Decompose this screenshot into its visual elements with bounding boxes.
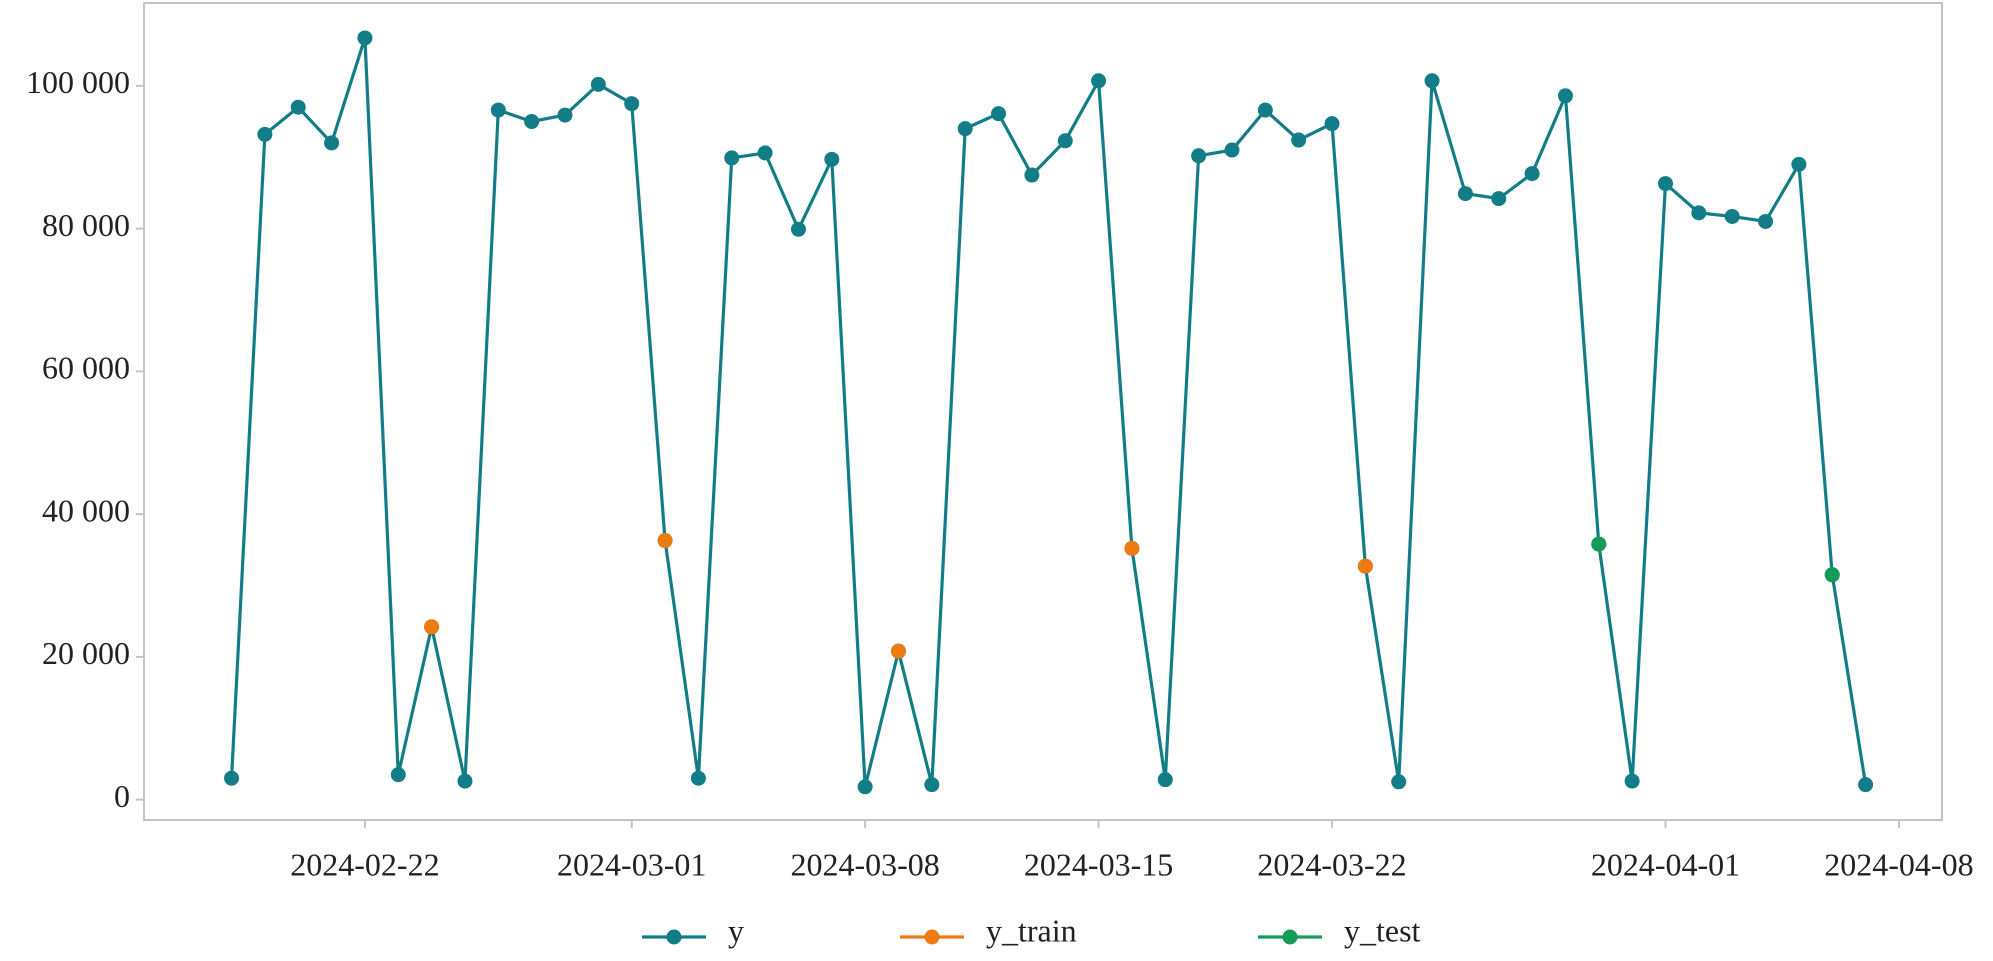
point: [757, 145, 773, 161]
y-tick-label: 20 000: [42, 635, 130, 671]
point: [1157, 772, 1173, 788]
point: [690, 770, 706, 786]
point: [457, 773, 473, 789]
x-tick-label: 2024-04-01: [1591, 846, 1740, 882]
point: [1457, 186, 1473, 202]
point: [857, 779, 873, 795]
point: [1858, 777, 1874, 793]
point: [424, 619, 440, 635]
legend-marker: [924, 929, 940, 945]
point: [490, 102, 506, 118]
point: [1224, 142, 1240, 158]
point: [590, 76, 606, 92]
x-tick-label: 2024-02-22: [290, 846, 439, 882]
point: [1624, 773, 1640, 789]
point: [924, 777, 940, 793]
point: [1424, 73, 1440, 89]
y-tick-label: 80 000: [42, 207, 130, 243]
point: [290, 99, 306, 115]
point: [257, 126, 273, 142]
x-tick-label: 2024-03-15: [1024, 846, 1173, 882]
point: [224, 770, 240, 786]
point: [1691, 205, 1707, 221]
point: [357, 30, 373, 46]
legend-marker: [666, 929, 682, 945]
point: [1324, 116, 1340, 132]
x-tick-label: 2024-03-01: [557, 846, 706, 882]
point: [1124, 540, 1140, 556]
x-tick-label: 2024-04-08: [1824, 846, 1973, 882]
point: [1557, 88, 1573, 104]
x-tick-label: 2024-03-22: [1257, 846, 1406, 882]
point: [1257, 102, 1273, 118]
point: [1758, 213, 1774, 229]
point: [1657, 176, 1673, 192]
point: [1024, 167, 1040, 183]
point: [624, 96, 640, 112]
point: [524, 113, 540, 129]
y-tick-label: 60 000: [42, 350, 130, 386]
point: [890, 643, 906, 659]
point: [324, 135, 340, 151]
x-tick-label: 2024-03-08: [790, 846, 939, 882]
legend-label: y_test: [1344, 912, 1421, 948]
y-tick-label: 0: [114, 778, 130, 814]
point: [991, 106, 1007, 122]
legend-label: y_train: [986, 912, 1077, 948]
legend-marker: [1282, 929, 1298, 945]
point: [1824, 567, 1840, 583]
point: [1491, 191, 1507, 207]
series-line: [229, 36, 1868, 789]
point: [1724, 208, 1740, 224]
point: [557, 107, 573, 123]
point: [657, 533, 673, 549]
point: [1291, 132, 1307, 148]
y-tick-label: 40 000: [42, 492, 130, 528]
plot-frame: [143, 2, 1943, 821]
point: [1357, 558, 1373, 574]
legend-label: y: [728, 912, 744, 948]
point: [824, 151, 840, 167]
point: [724, 150, 740, 166]
point: [1591, 536, 1607, 552]
point: [390, 767, 406, 783]
point: [1524, 166, 1540, 182]
point: [1191, 148, 1207, 164]
point: [957, 121, 973, 137]
point: [1057, 133, 1073, 149]
point: [1791, 156, 1807, 172]
point: [1391, 774, 1407, 790]
point: [790, 221, 806, 237]
y-tick-label: 100 000: [26, 64, 130, 100]
point: [1091, 73, 1107, 89]
